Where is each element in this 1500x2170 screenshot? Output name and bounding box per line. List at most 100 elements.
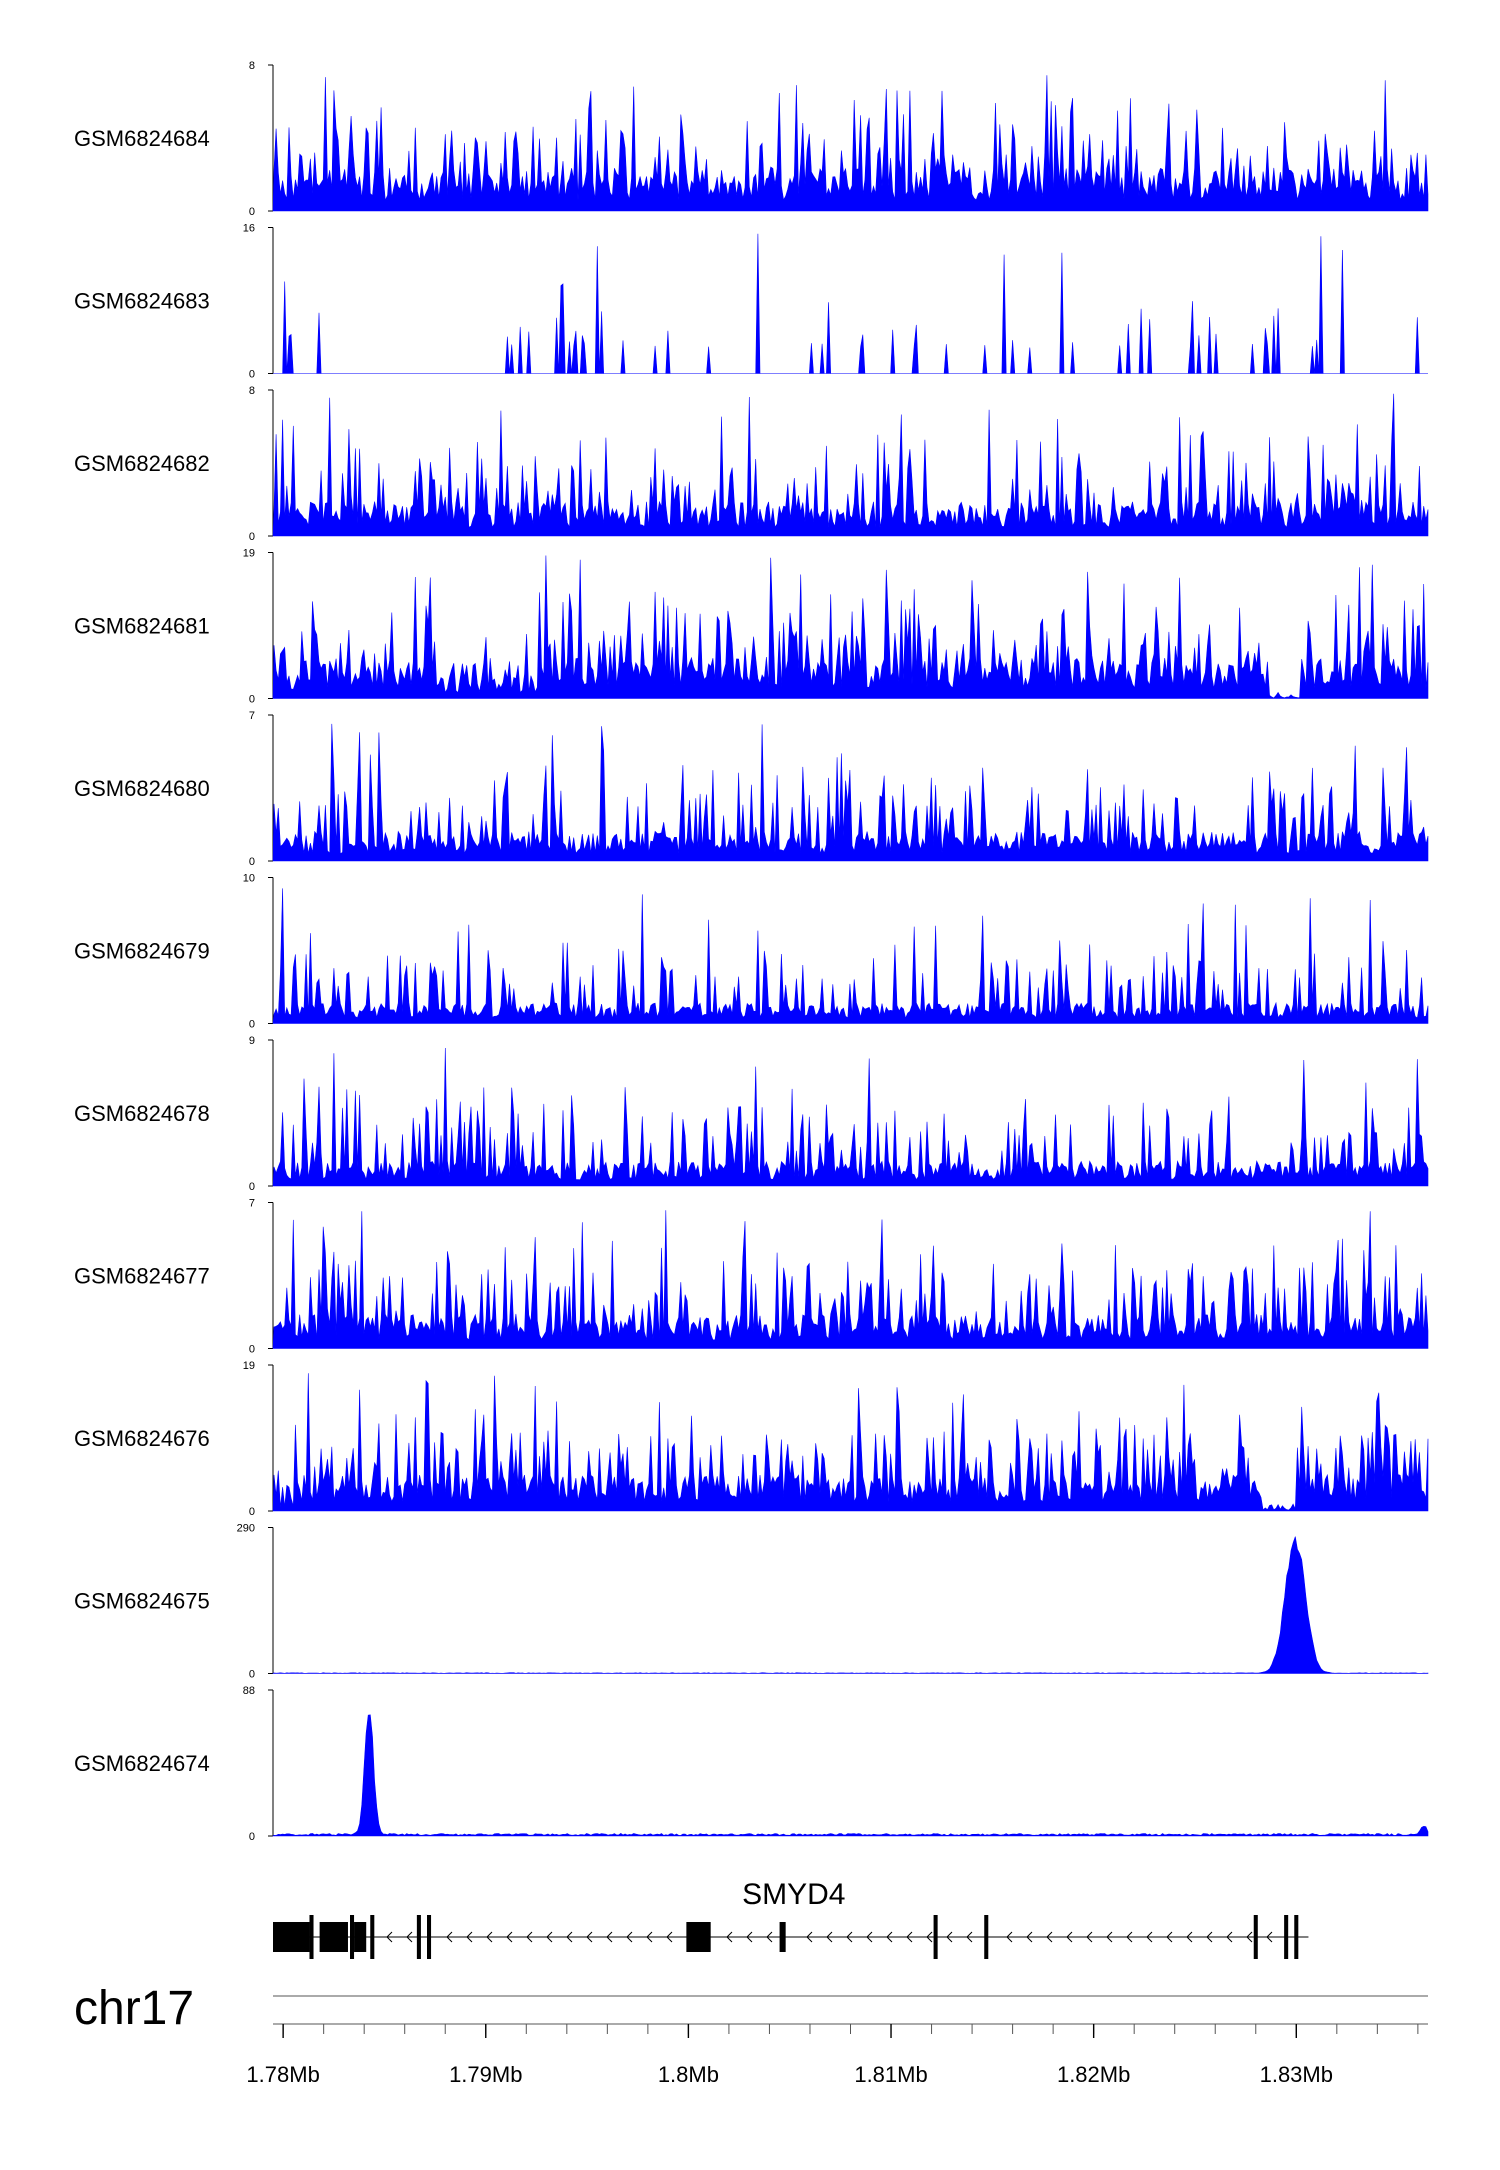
- coverage-track: GSM6824680 7 0: [74, 710, 1429, 868]
- coverage-area: [272, 555, 1429, 699]
- strand-arrow: [1106, 1931, 1113, 1943]
- gene-exon: [1294, 1915, 1299, 1959]
- x-tick-label: 1.78Mb: [246, 2062, 319, 2087]
- coverage-track: GSM6824674 88 0: [74, 1685, 1429, 1843]
- gene-exon: [350, 1915, 355, 1959]
- track-label: GSM6824684: [74, 126, 210, 151]
- gene-exon: [273, 1922, 310, 1952]
- track-label: GSM6824683: [74, 289, 210, 314]
- x-tick-label: 1.82Mb: [1057, 2062, 1130, 2087]
- y-tick-label: 0: [249, 531, 255, 543]
- y-tick-label: 7: [249, 710, 255, 722]
- strand-arrow: [846, 1931, 853, 1943]
- y-tick-label: 19: [243, 1360, 255, 1372]
- strand-arrow: [406, 1931, 413, 1943]
- coverage-tracks: GSM682468480GSM6824683160GSM682468280GSM…: [74, 60, 1429, 1843]
- gene-exon: [1253, 1915, 1258, 1959]
- coverage-track: GSM6824679 10 0: [74, 873, 1429, 1031]
- coverage-area: [272, 1047, 1429, 1187]
- gene-exon: [427, 1915, 432, 1959]
- y-tick-label: 0: [249, 369, 255, 381]
- track-label: GSM6824676: [74, 1426, 210, 1451]
- gene-exon: [354, 1922, 367, 1952]
- strand-arrow: [466, 1931, 473, 1943]
- strand-arrow: [826, 1931, 833, 1943]
- y-tick-label: 19: [243, 548, 255, 560]
- coverage-area: [271, 1536, 1429, 1674]
- y-tick-label: 0: [249, 1344, 255, 1356]
- coverage-track: GSM6824682 8 0: [74, 385, 1429, 543]
- strand-arrow: [386, 1931, 393, 1943]
- coverage-track: GSM6824676 19 0: [74, 1360, 1429, 1518]
- strand-arrow: [646, 1931, 653, 1943]
- x-tick-label: 1.79Mb: [449, 2062, 522, 2087]
- y-tick-label: 0: [249, 1669, 255, 1681]
- x-tick-label: 1.81Mb: [854, 2062, 927, 2087]
- y-tick-label: 88: [243, 1685, 255, 1697]
- genomic-x-axis: chr17 1.78Mb 1.79Mb 1.8Mb 1.81Mb 1.82Mb 1.83M…: [74, 1982, 1428, 2087]
- strand-arrow: [626, 1931, 633, 1943]
- coverage-area: [272, 1373, 1429, 1512]
- track-label: GSM6824681: [74, 614, 210, 639]
- strand-arrow: [1146, 1931, 1153, 1943]
- gene-exon: [933, 1915, 938, 1959]
- coverage-area: [272, 1714, 1429, 1837]
- track-label: GSM6824680: [74, 776, 210, 801]
- strand-arrow: [1206, 1931, 1213, 1943]
- y-tick-label: 9: [249, 1035, 255, 1047]
- track-label: GSM6824682: [74, 451, 210, 476]
- strand-arrow: [1246, 1931, 1253, 1943]
- coverage-track: GSM6824677 7 0: [74, 1198, 1429, 1356]
- strand-arrow: [506, 1931, 513, 1943]
- gene-exon: [416, 1915, 421, 1959]
- strand-arrow: [946, 1931, 953, 1943]
- coverage-track: GSM6824675 290 0: [74, 1523, 1429, 1681]
- y-tick-label: 0: [249, 1019, 255, 1031]
- strand-arrow: [486, 1931, 493, 1943]
- coverage-track: GSM6824684 8 0: [74, 60, 1429, 218]
- coverage-area: [272, 1210, 1429, 1349]
- strand-arrow: [1066, 1931, 1073, 1943]
- y-tick-label: 0: [249, 206, 255, 218]
- track-label: GSM6824677: [74, 1264, 210, 1289]
- track-label: GSM6824678: [74, 1101, 210, 1126]
- strand-arrow: [566, 1931, 573, 1943]
- strand-arrow: [1226, 1931, 1233, 1943]
- gene-exon: [319, 1922, 348, 1952]
- y-tick-label: 0: [249, 1506, 255, 1518]
- coverage-area: [272, 888, 1429, 1024]
- strand-arrow: [526, 1931, 533, 1943]
- strand-arrow: [766, 1931, 773, 1943]
- coverage-track: GSM6824683 16 0: [74, 223, 1428, 381]
- strand-arrow: [606, 1931, 613, 1943]
- strand-arrow: [866, 1931, 873, 1943]
- strand-arrow: [1006, 1931, 1013, 1943]
- y-tick-label: 0: [249, 1181, 255, 1193]
- track-label: GSM6824679: [74, 939, 210, 964]
- strand-arrow: [546, 1931, 553, 1943]
- coverage-track: GSM6824681 19 0: [74, 548, 1429, 706]
- strand-arrow: [1126, 1931, 1133, 1943]
- strand-arrow: [666, 1931, 673, 1943]
- chromosome-label: chr17: [74, 1982, 194, 2035]
- y-tick-label: 0: [249, 856, 255, 868]
- strand-arrow: [1266, 1931, 1273, 1943]
- strand-arrow: [906, 1931, 913, 1943]
- strand-arrow: [966, 1931, 973, 1943]
- strand-arrow: [746, 1931, 753, 1943]
- strand-arrow: [926, 1931, 933, 1943]
- gene-exon: [686, 1922, 711, 1952]
- gene-exon: [309, 1915, 314, 1959]
- coverage-area: [272, 75, 1429, 212]
- strand-arrow: [806, 1931, 813, 1943]
- y-tick-label: 7: [249, 1198, 255, 1210]
- strand-arrow: [1086, 1931, 1093, 1943]
- strand-arrow: [446, 1931, 453, 1943]
- strand-arrow: [726, 1931, 733, 1943]
- coverage-area: [272, 723, 1429, 862]
- x-tick-label: 1.83Mb: [1260, 2062, 1333, 2087]
- gene-exon: [984, 1915, 989, 1959]
- strand-arrow: [1186, 1931, 1193, 1943]
- track-label: GSM6824674: [74, 1751, 210, 1776]
- y-tick-label: 8: [249, 60, 255, 72]
